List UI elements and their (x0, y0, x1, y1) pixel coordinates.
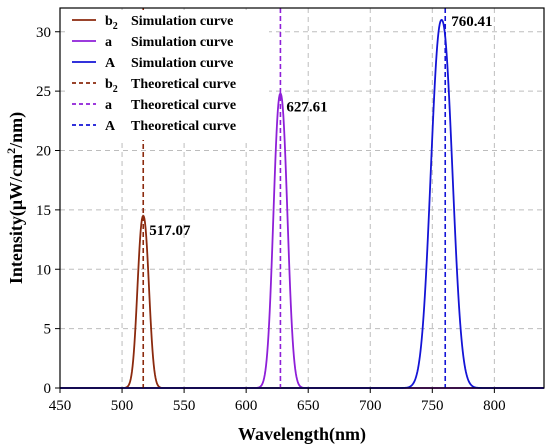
legend-series-letter: A (105, 56, 116, 71)
x-tick-label: 650 (297, 398, 320, 414)
legend-series-subscript: 2 (113, 21, 118, 32)
y-axis-title: Intensity(μW/cm2/nm) (4, 112, 27, 284)
peak-label: 627.61 (286, 99, 327, 115)
legend-series-letter: b (105, 77, 113, 92)
legend-entry: a Theoretical curve (105, 98, 236, 113)
legend-box (66, 10, 269, 140)
x-tick-label: 750 (421, 398, 444, 414)
simulation-curve-0 (60, 214, 544, 389)
legend-series-desc: Theoretical curve (131, 119, 236, 134)
legend-series-letter: b (105, 14, 113, 29)
legend-series-desc: Simulation curve (131, 14, 233, 29)
y-tick-label: 20 (36, 144, 51, 160)
legend-series-desc: Simulation curve (131, 56, 233, 71)
x-tick-label: 800 (483, 398, 506, 414)
x-axis-title: Wavelength(nm) (238, 424, 366, 445)
legend-entry: A Theoretical curve (105, 119, 236, 134)
y-tick-label: 0 (44, 381, 52, 397)
peak-annotations: 517.07 627.61 760.41 (149, 14, 492, 239)
legend-entry: b2 Theoretical curve (105, 77, 236, 95)
peak-label: 517.07 (149, 223, 191, 239)
legend-series-desc: Theoretical curve (131, 77, 236, 92)
x-tick-label: 550 (173, 398, 196, 414)
axis-ticks: 450 500 550 600 650 700 750 800 0 5 10 15 20 25 30 (36, 25, 506, 414)
peak-label: 760.41 (451, 14, 492, 30)
y-tick-label: 30 (36, 25, 51, 41)
legend-entry: A Simulation curve (105, 56, 233, 71)
legend-series-desc: Simulation curve (131, 35, 233, 50)
y-tick-label: 25 (36, 84, 51, 100)
y-axis-title-sup: 2 (4, 148, 18, 154)
y-axis-title-tail: /nm) (6, 112, 27, 149)
legend-series-desc: Theoretical curve (131, 98, 236, 113)
legend-entry: a Simulation curve (105, 35, 233, 50)
legend-series-subscript: 2 (113, 84, 118, 95)
plot-frame (59, 7, 545, 389)
legend-entry: b2 Simulation curve (105, 14, 233, 32)
x-tick-label: 700 (359, 398, 382, 414)
y-tick-label: 15 (36, 203, 51, 219)
y-axis-title-main: Intensity(μW/cm (6, 154, 27, 284)
legend-series-letter: a (105, 35, 112, 50)
legend-series-letter: A (105, 119, 116, 134)
y-tick-label: 10 (36, 262, 51, 278)
x-tick-label: 500 (111, 398, 134, 414)
x-tick-label: 450 (49, 398, 72, 414)
x-tick-label: 600 (235, 398, 258, 414)
legend-series-letter: a (105, 98, 112, 113)
y-tick-label: 5 (44, 322, 52, 338)
